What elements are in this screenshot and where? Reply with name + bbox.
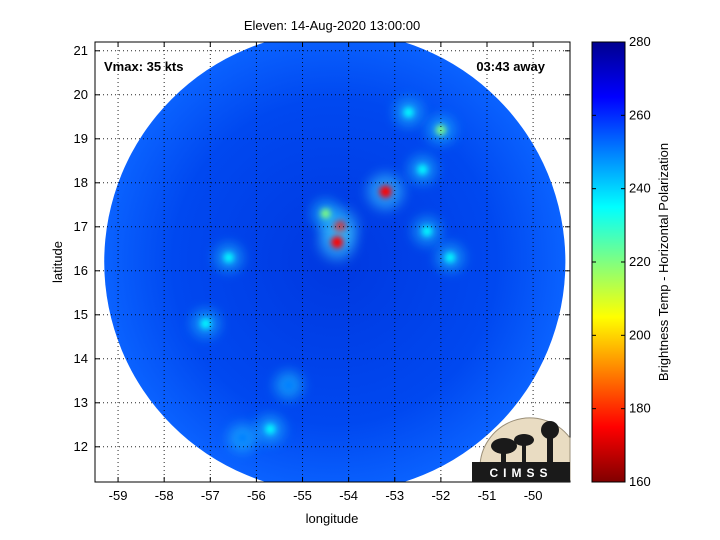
x-axis: -59 -58 -57 -56 -55 -54 -53 -52 -51 -50	[109, 42, 543, 503]
x-tick-label: -51	[478, 488, 497, 503]
time-away-annotation: 03:43 away	[476, 59, 545, 74]
x-tick-label: -50	[524, 488, 543, 503]
y-tick-label: 17	[74, 219, 88, 234]
colorbar-tick-label: 160	[629, 474, 651, 489]
colorbar	[591, 41, 626, 483]
colorbar-tick-label: 260	[629, 107, 651, 122]
feature-point	[237, 433, 248, 443]
colorbar-label: Brightness Temp - Horizontal Polarizatio…	[656, 143, 671, 381]
y-tick-label: 20	[74, 87, 88, 102]
x-tick-label: -59	[109, 488, 128, 503]
x-tick-label: -55	[293, 488, 312, 503]
x-tick-label: -58	[155, 488, 174, 503]
feature-layer	[191, 98, 465, 452]
feature-point	[200, 318, 211, 329]
y-tick-label: 21	[74, 43, 88, 58]
feature-point	[422, 226, 433, 237]
grid-lines	[95, 42, 570, 482]
logo-dish-left	[491, 438, 517, 454]
logo-dish-left-stand	[501, 448, 506, 466]
colorbar-tick-label: 180	[629, 401, 651, 416]
logo-tower	[547, 436, 553, 466]
feature-point	[223, 252, 234, 263]
plot-frame	[94, 41, 571, 483]
x-tick-label: -54	[339, 488, 358, 503]
x-tick-label: -52	[431, 488, 450, 503]
feature-point	[320, 208, 331, 219]
chart-title: Eleven: 14-Aug-2020 13:00:00	[244, 18, 420, 33]
swath-disk	[104, 42, 566, 482]
y-tick-label: 19	[74, 131, 88, 146]
colorbar-tick-label: 200	[629, 327, 651, 342]
y-tick-label: 12	[74, 439, 88, 454]
feature-point	[331, 236, 344, 249]
logo-dish-right	[514, 434, 534, 446]
logo-banner	[472, 462, 570, 482]
logo-tower-top	[541, 421, 559, 439]
vmax-annotation: Vmax: 35 kts	[104, 59, 184, 74]
cimss-logo: CIMSS	[472, 417, 571, 482]
logo-text: CIMSS	[489, 466, 552, 480]
y-tick-label: 15	[74, 307, 88, 322]
colorbar-tick-label: 240	[629, 181, 651, 196]
feature-point	[417, 164, 428, 175]
colorbar-tick-label: 280	[629, 34, 651, 49]
plot-area	[104, 42, 566, 482]
y-tick-label: 14	[74, 351, 88, 366]
feature-point	[379, 185, 392, 198]
feature-point	[403, 107, 414, 118]
x-tick-label: -56	[247, 488, 266, 503]
colorbar-ticks: 160 180 200 220 240 260 280	[592, 34, 651, 489]
logo-dish-right-stand	[522, 442, 526, 462]
feature-point	[283, 380, 294, 391]
y-axis-label: latitude	[50, 241, 65, 283]
feature-point	[265, 424, 276, 435]
feature-point	[445, 252, 456, 263]
y-axis: 12 13 14 15 16 17 18 19 20 21	[74, 43, 570, 454]
x-axis-label: longitude	[306, 511, 359, 526]
y-tick-label: 16	[74, 263, 88, 278]
x-tick-label: -53	[385, 488, 404, 503]
x-tick-label: -57	[201, 488, 220, 503]
colorbar-tick-label: 220	[629, 254, 651, 269]
y-tick-label: 13	[74, 395, 88, 410]
y-tick-label: 18	[74, 175, 88, 190]
